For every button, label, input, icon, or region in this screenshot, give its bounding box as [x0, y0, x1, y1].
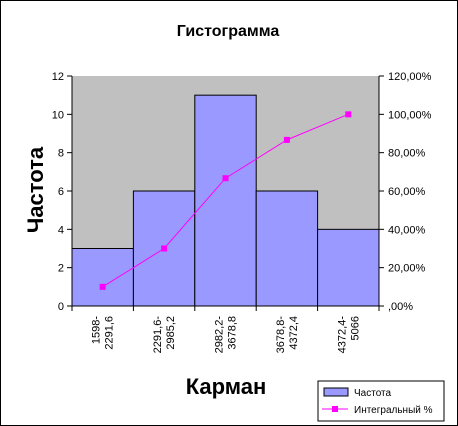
chart-title: Гистограмма [177, 23, 280, 40]
x-tick-label-line: 5066 [349, 316, 361, 340]
x-tick-label-line: 2985,2 [165, 316, 177, 350]
y-tick-label: 12 [52, 71, 64, 83]
y2-tick-label: 100,00% [388, 109, 432, 121]
bar-3 [194, 94, 257, 307]
cumulative-point-2 [161, 245, 168, 252]
y2-tick-label: 20,00% [388, 263, 426, 275]
x-tick-label-line: 1598- [91, 316, 103, 344]
x-tick-label-2: 2291,6- 2985,2 [152, 316, 177, 354]
x-tick-label-line: 2982,2- [214, 316, 226, 354]
y-tick-label: 8 [58, 148, 64, 160]
y2-tick-label: 120,00% [388, 71, 432, 83]
y2-tick-label: 40,00% [388, 224, 426, 236]
cumulative-point-1 [99, 283, 106, 290]
x-tick-label-line: 3678,8- [275, 316, 287, 354]
y2-tick-label: ,00% [388, 301, 413, 313]
legend-box [317, 380, 445, 422]
x-tick-label-line: 4372,4 [288, 316, 300, 350]
bar-5 [317, 228, 380, 307]
y-tick-label: 2 [58, 263, 64, 275]
y-tick-label: 6 [58, 186, 64, 198]
y-axis-title: Частота [23, 146, 48, 233]
x-tick-label-4: 3678,8- 4372,4 [275, 316, 300, 354]
x-tick-label-line: 4372,4- [336, 316, 348, 354]
x-tick-label-3: 2982,2- 3678,8 [214, 316, 239, 354]
bar-4 [255, 190, 319, 307]
y2-tick-label: 80,00% [388, 148, 426, 160]
x-axis-title: Карман [186, 374, 267, 399]
y2-tick-label: 60,00% [388, 186, 426, 198]
y-tick-label: 0 [58, 301, 64, 313]
bar-1 [71, 248, 134, 307]
legend-line-marker [332, 406, 338, 412]
x-tick-label-5: 4372,4- 5066 [336, 316, 361, 354]
x-tick-label-line: 2291,6 [104, 316, 116, 350]
y-tick-label: 4 [58, 224, 64, 236]
cumulative-point-4 [283, 136, 290, 143]
legend: Частота Интегральный % [317, 380, 445, 422]
cumulative-point-3 [222, 175, 229, 182]
x-tick-label-1: 1598- 2291,6 [91, 316, 116, 350]
y-tick-label: 10 [52, 109, 64, 121]
x-tick-label-line: 2291,6- [152, 316, 164, 354]
legend-bar-label: Частота [354, 388, 392, 399]
x-tick-label-line: 3678,8 [227, 316, 239, 350]
legend-line-label: Интегральный % [354, 405, 433, 416]
cumulative-point-5 [345, 111, 352, 118]
legend-bar-swatch [323, 387, 349, 397]
